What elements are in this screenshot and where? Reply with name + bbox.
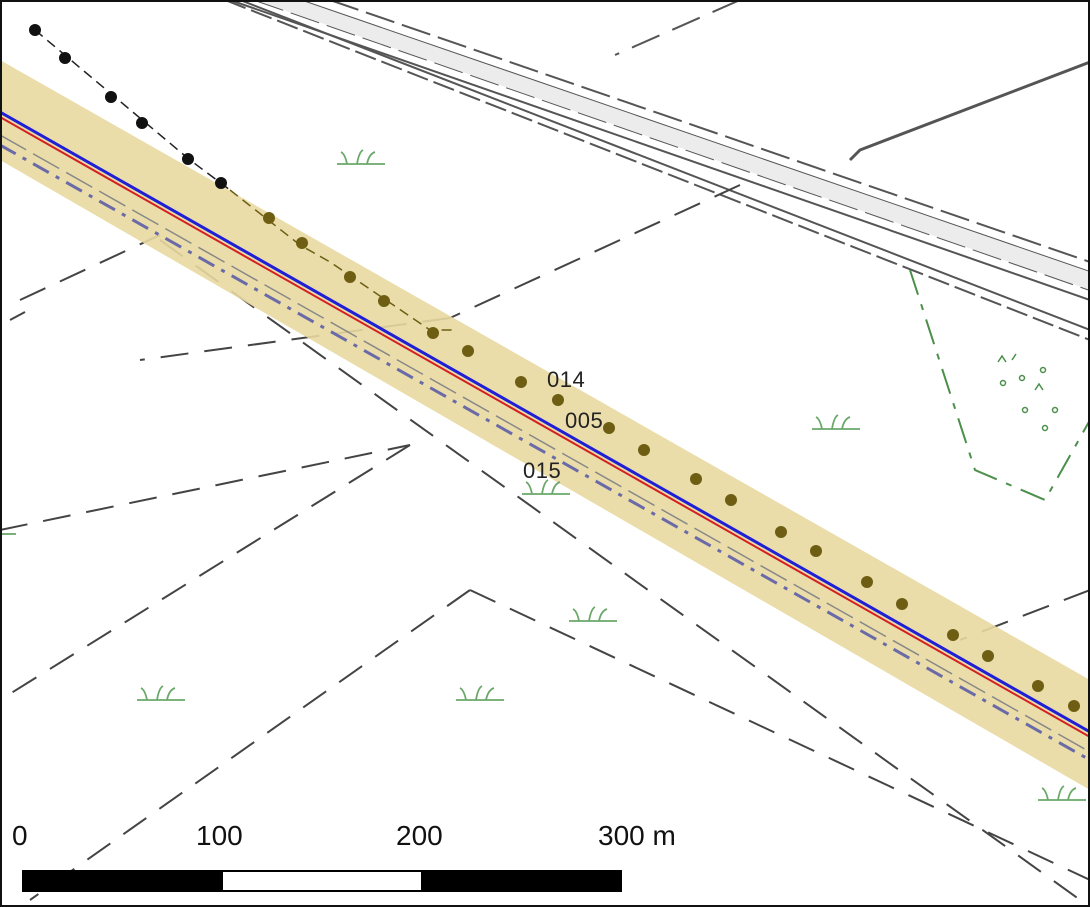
pole-dot-icon [136,117,148,129]
scale-segment-2 [222,872,422,890]
scale-bar-graphic [22,870,622,892]
red-line [0,116,1090,738]
pole-dot-icon [105,91,117,103]
thin-grey-line [0,134,1090,753]
pole-line-outside [34,29,231,191]
pole-dot-icon [182,153,194,165]
scrub-symbols [997,353,1059,432]
feature-label-014: 014 [547,367,586,392]
dashed-paths [0,184,1090,907]
centerline [0,110,1090,734]
feature-label-015: 015 [523,458,562,483]
scale-tick-0: 0 [12,820,28,851]
scale-tick-200: 200 [396,820,443,851]
grass-symbol-icon [1038,785,1086,801]
pole-dot-icon [215,177,227,189]
grass-symbol-icon [812,414,860,430]
grass-symbol-icon [522,479,570,495]
pole-dot-icon [29,24,41,36]
vegetation-boundary [909,269,1090,502]
pole-dots-outside [29,24,227,189]
road-fill [255,0,1090,290]
grass-symbols [0,149,1086,801]
scale-segment-1 [24,872,223,890]
dash-dot-line [0,143,1090,762]
pole-dot-icon [59,52,71,64]
feature-label-005: 005 [565,408,604,433]
grass-symbol-icon [456,685,504,701]
grass-symbol-icon [569,606,617,622]
grass-symbol-icon [137,685,185,701]
scale-tick-100: 100 [196,820,243,851]
scale-segment-3 [421,872,621,890]
scale-bar: 0 100 200 300 m [10,820,690,900]
scale-tick-300m: 300 m [598,820,676,851]
grass-symbol-icon [337,149,385,165]
corridor-band [0,60,1090,790]
